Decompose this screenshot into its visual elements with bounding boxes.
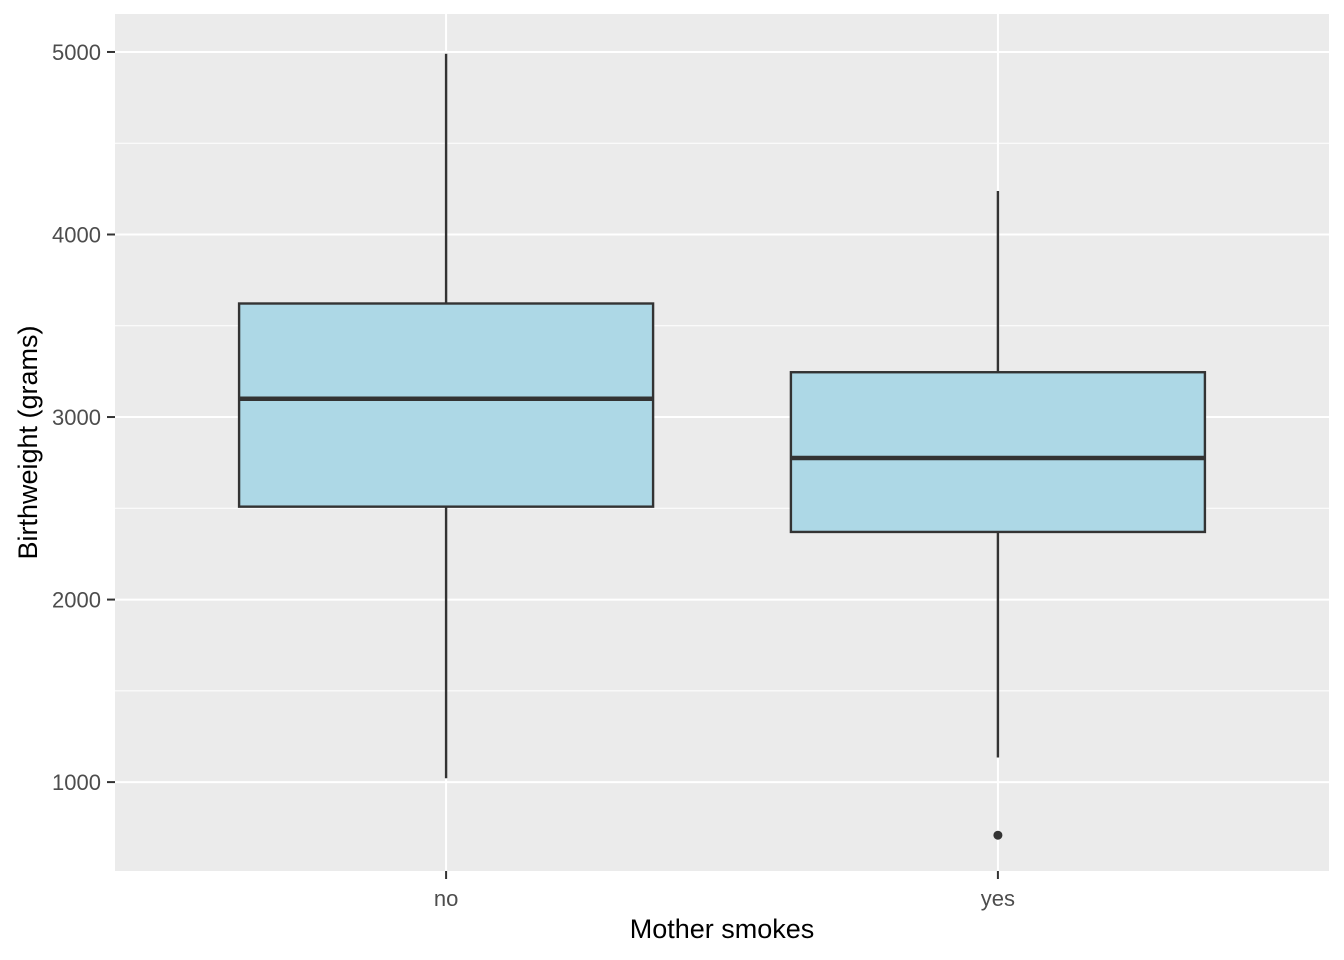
boxplot-yes — [789, 191, 1207, 840]
y-axis-title: Birthweight (grams) — [13, 325, 43, 559]
axis-layer: 1000 2000 3000 4000 5000 no yes — [52, 40, 1015, 911]
y-tick-label: 4000 — [52, 223, 101, 248]
y-tick-label: 1000 — [52, 770, 101, 795]
boxplot-no — [237, 53, 655, 779]
y-tick-label: 3000 — [52, 405, 101, 430]
x-axis-title: Mother smokes — [630, 914, 815, 944]
y-tick-label: 2000 — [52, 588, 101, 613]
box — [789, 371, 1207, 534]
outlier-point — [993, 830, 1003, 840]
y-tick-label: 5000 — [52, 40, 101, 65]
x-tick-label: no — [434, 886, 458, 911]
x-tick-label: yes — [981, 886, 1015, 911]
boxplot-layer — [237, 53, 1207, 840]
box — [237, 302, 655, 508]
